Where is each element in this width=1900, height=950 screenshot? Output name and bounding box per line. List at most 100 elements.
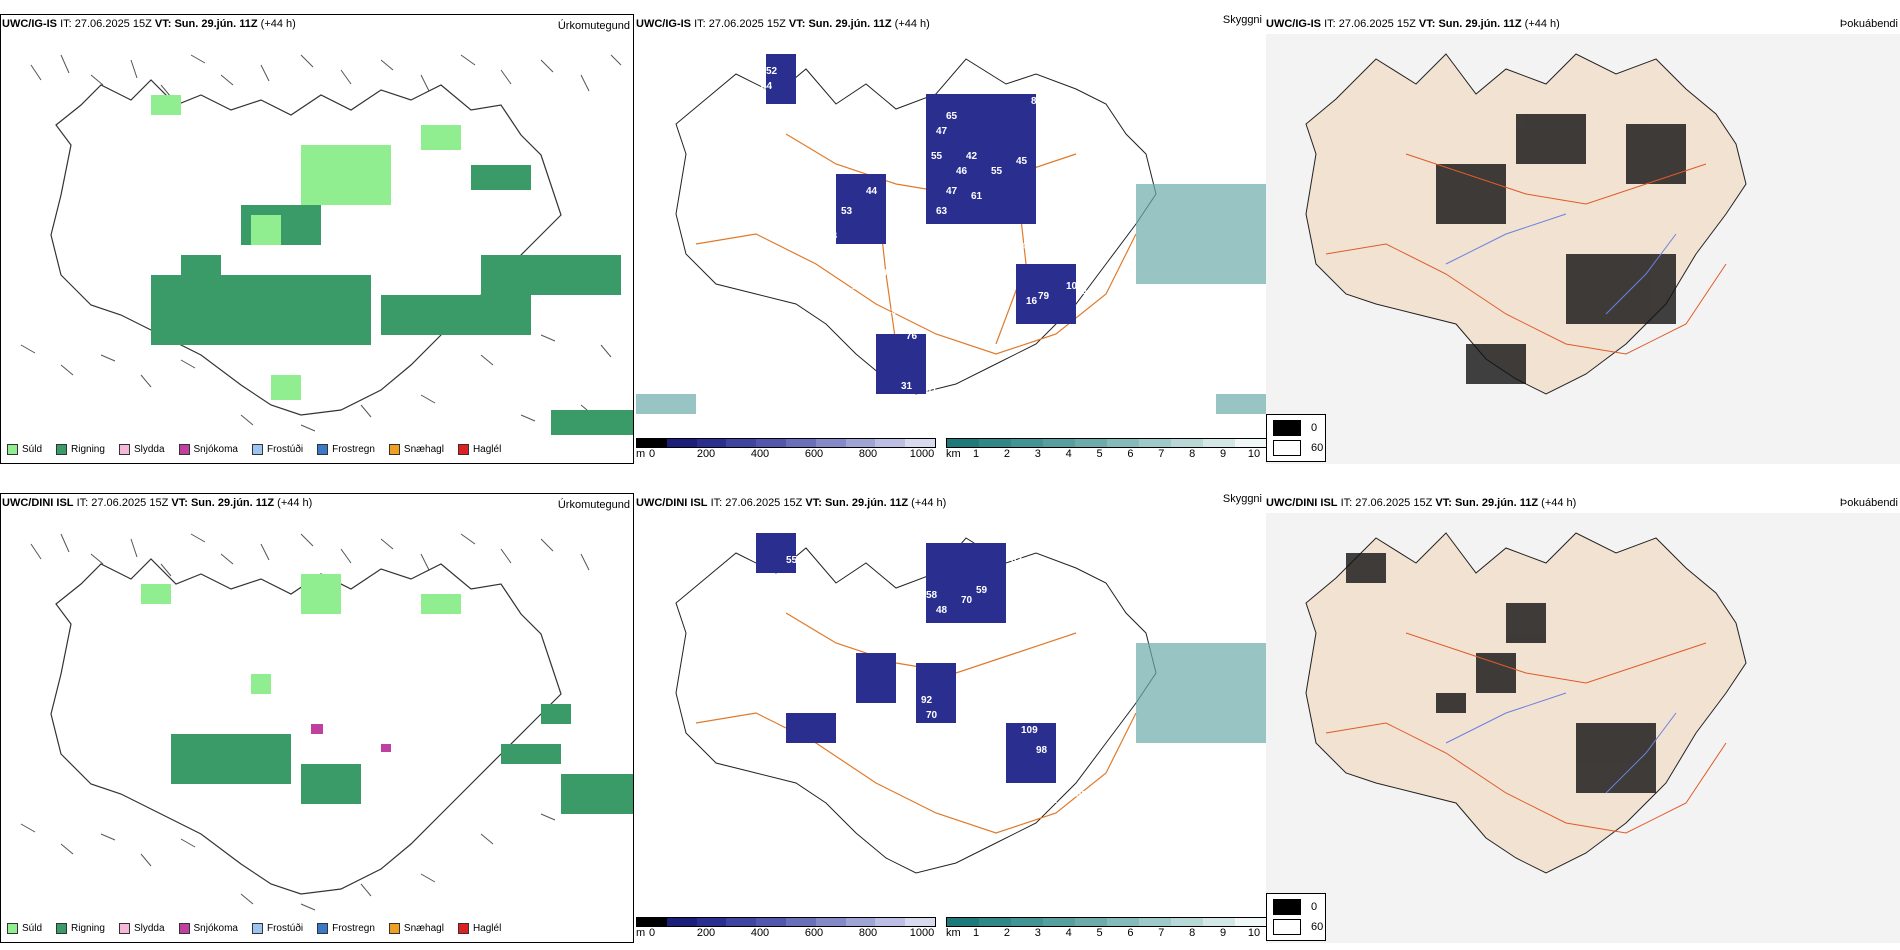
colorbar-tick-label: 8 [1189, 927, 1196, 939]
colorbar-tick-label: 3 [1034, 927, 1041, 939]
precip-legend-item: Snæhagl [388, 444, 444, 455]
cloud-value-label: 28 [1076, 286, 1088, 297]
colorbar-strip [946, 438, 1268, 448]
cloud-value-label: 32 [936, 890, 948, 901]
colorbar-unit: m [636, 927, 646, 939]
colorbar-segment [815, 439, 846, 447]
colorbar-segment [696, 918, 727, 926]
legend-label: Frostúði [266, 444, 304, 455]
cloud-panel-dini: 55 57 58 48 70 59 63 40 140 26 65 92 70 68 77 45 109 98 12… [636, 493, 1268, 943]
legend-swatch [388, 923, 400, 934]
colorbar-segment [1235, 439, 1267, 447]
fog-legend-item: 0 [1273, 420, 1317, 436]
header-fog-dini: UWC/DINI ISL IT: 27.06.2025 15Z VT: Sun.… [1266, 497, 1577, 509]
cloud-value-label: 40 [956, 625, 968, 636]
colorbar-tick-label: 1 [972, 448, 980, 460]
header-precip-dini: UWC/DINI ISL IT: 27.06.2025 15Z VT: Sun.… [2, 497, 313, 509]
cloud-value-label: 61 [971, 191, 983, 202]
colorbar-strip [636, 438, 936, 448]
cloud-value-label: 47 [936, 126, 948, 137]
legend-label: Slydda [133, 444, 165, 455]
colorbar-segment [1075, 918, 1107, 926]
it-label: IT: [60, 18, 72, 30]
cloud-value-label: 26 [1066, 615, 1078, 626]
fog-panel-ig: 0 60 [1266, 14, 1900, 464]
colorbar-segment [845, 439, 876, 447]
legend-swatch [251, 444, 263, 455]
precip-legend-item: Súld [7, 444, 42, 455]
cloud-value-label: 236 [1081, 156, 1098, 167]
cloud-value-label: 52 [766, 66, 778, 77]
precip-legend-item: Haglél [457, 923, 501, 934]
fog-title-ig: Þokuábendi [1839, 18, 1898, 30]
cloud-value-label: 46 [956, 166, 968, 177]
colorbar-segment [1171, 918, 1203, 926]
colorbar-tick-label: 9 [1220, 927, 1227, 939]
colorbar-unit: m [636, 448, 646, 460]
colorbar-segment [756, 918, 786, 926]
fog-dark-areas [1436, 114, 1686, 384]
legend-label: Rigning [71, 444, 105, 455]
legend-swatch [388, 444, 400, 455]
cloud-value-label: 63 [936, 206, 948, 217]
sea-fog-area [636, 184, 1266, 414]
colorbar-segment [905, 918, 935, 926]
cloud-value-label: 92 [921, 695, 933, 706]
colorbar-tick-label: 2 [1003, 927, 1010, 939]
precip-legend-item: Snjókoma [178, 923, 238, 934]
colorbar-segment [1075, 439, 1107, 447]
precip-legend-item: Haglél [457, 444, 501, 455]
colorbar-segment [666, 918, 697, 926]
cloud-value-label: 44 [866, 186, 878, 197]
colorbar-segment [1107, 918, 1139, 926]
legend-label: Frostúði [266, 923, 304, 934]
cloud-value-label: 38 [946, 875, 958, 886]
precip-title-ig: Úrkomutegund [557, 20, 630, 32]
colorbar-segment [947, 439, 979, 447]
cloudbase-colorbar-ig: m 0 200 400 600 800 1000 [636, 438, 936, 460]
colorbar-segment [1043, 439, 1075, 447]
colorbar-tick-label: 600 [804, 927, 824, 939]
cloud-value-label: 123 [1026, 785, 1043, 796]
fog-roads [1325, 153, 1727, 355]
colorbar-tick-label: 800 [858, 927, 878, 939]
colorbar-segment [637, 439, 667, 447]
visibility-colorbar-ig: km 1 2 3 4 5 6 7 8 9 10 [946, 438, 1268, 460]
cloud-value-label: 31 [896, 396, 908, 407]
precip-legend-item: Slydda [118, 444, 165, 455]
fog-legend-item: 0 [1273, 899, 1317, 915]
colorbar-segment [1235, 918, 1267, 926]
colorbar-segment [637, 918, 667, 926]
wind-barbs [20, 54, 622, 432]
colorbar-tick-label: 600 [804, 448, 824, 460]
cloud-value-label: 70 [961, 595, 973, 606]
precip-legend-item: Súld [7, 923, 42, 934]
cloud-value-label: 58 [926, 590, 938, 601]
colorbar-segment [1203, 439, 1235, 447]
colorbar-tick-label: 1 [972, 927, 980, 939]
fog-legend-item: 60 [1273, 440, 1323, 456]
colorbar-segment [785, 439, 816, 447]
precip-legend-item: Frostúði [251, 923, 304, 934]
legend-label: Slydda [133, 923, 165, 934]
colorbar-tick-label: 200 [696, 448, 716, 460]
colorbar-tick-label: 800 [858, 448, 878, 460]
cloud-value-label: 53 [841, 206, 853, 217]
it-value: 27.06.2025 15Z [74, 18, 152, 30]
cloud-value-label: 48 [826, 231, 838, 242]
cloud-value-label: 55 [786, 555, 798, 566]
legend-label: Snæhagl [403, 444, 444, 455]
colorbar-segment [696, 439, 727, 447]
cloud-value-label: 10 [1066, 281, 1078, 292]
precip-map-ig [20, 54, 633, 435]
colorbar-tick-label: 10 [1247, 927, 1261, 939]
legend-swatch [118, 923, 130, 934]
cloud-value-label: 140 [1056, 595, 1073, 606]
colorbar-segment [1139, 918, 1171, 926]
fog-map-ig [1266, 34, 1900, 464]
cloud-value-label: 55 [991, 166, 1003, 177]
colorbar-tick-label: 1000 [909, 927, 935, 939]
colorbar-tick-label: 0 [648, 927, 656, 939]
precip-legend: Súld Rigning Slydda Snjókoma Frostúði Frostre… [7, 444, 501, 455]
precip-legend-item: Rigning [56, 923, 105, 934]
